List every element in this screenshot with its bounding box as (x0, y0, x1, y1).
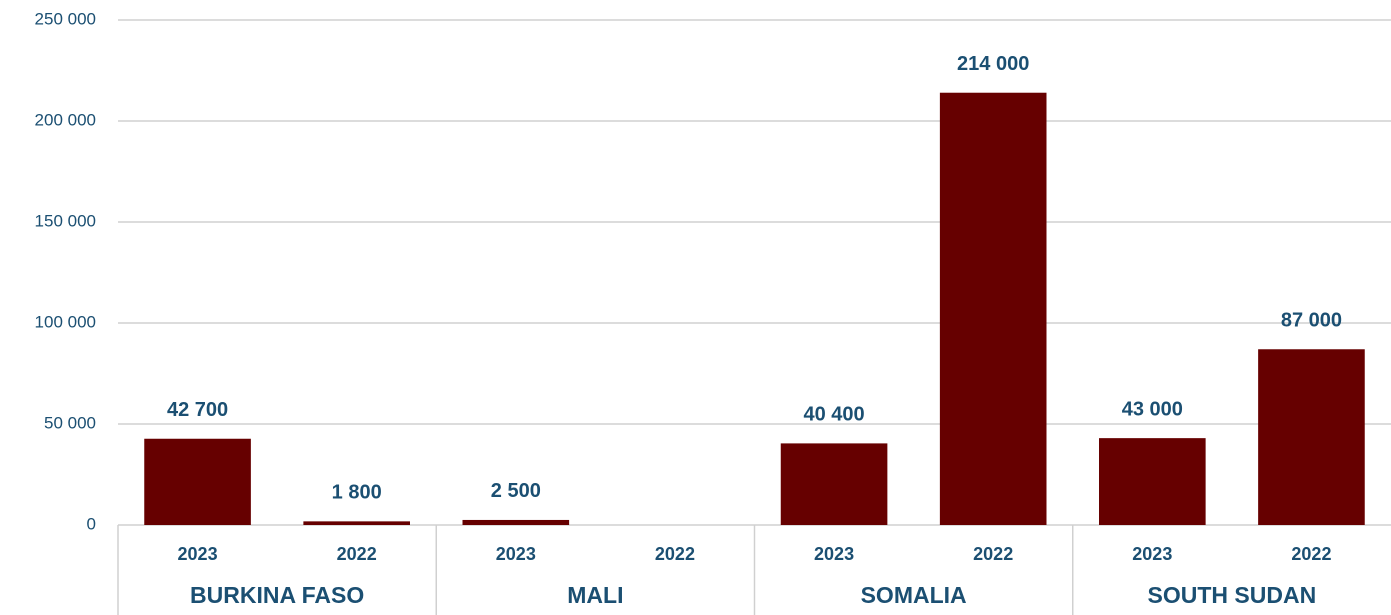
bar (303, 521, 410, 525)
x-tick-label: 2022 (337, 544, 377, 564)
x-tick-label: 2023 (1132, 544, 1172, 564)
y-tick-label: 100 000 (35, 312, 96, 331)
data-label: 87 000 (1281, 310, 1342, 332)
y-tick-label: 50 000 (44, 413, 96, 432)
bar (1099, 438, 1206, 525)
data-label: 214 000 (957, 53, 1029, 75)
data-label: 1 800 (332, 482, 382, 504)
data-label: 40 400 (803, 404, 864, 426)
bar (780, 443, 888, 525)
x-tick-label: 2022 (973, 544, 1013, 564)
data-label: 43 000 (1122, 398, 1183, 420)
x-tick-label: 2022 (655, 544, 695, 564)
bar (144, 438, 251, 525)
y-tick-label: 200 000 (35, 110, 96, 129)
group-label: SOUTH SUDAN (1148, 582, 1317, 608)
x-tick-label: 2023 (178, 544, 218, 564)
y-tick-label: 150 000 (35, 211, 96, 230)
y-tick-label: 0 (87, 514, 96, 533)
x-tick-label: 2023 (814, 544, 854, 564)
group-label: BURKINA FASO (190, 582, 364, 608)
x-tick-label: 2023 (496, 544, 536, 564)
bar (939, 92, 1047, 525)
group-label: MALI (567, 582, 623, 608)
bar (462, 519, 570, 525)
group-label: SOMALIA (861, 582, 967, 608)
x-tick-label: 2022 (1291, 544, 1331, 564)
data-label: 2 500 (491, 480, 541, 502)
data-label: 42 700 (167, 399, 228, 421)
bar (1258, 349, 1365, 525)
y-tick-label: 250 000 (35, 9, 96, 28)
